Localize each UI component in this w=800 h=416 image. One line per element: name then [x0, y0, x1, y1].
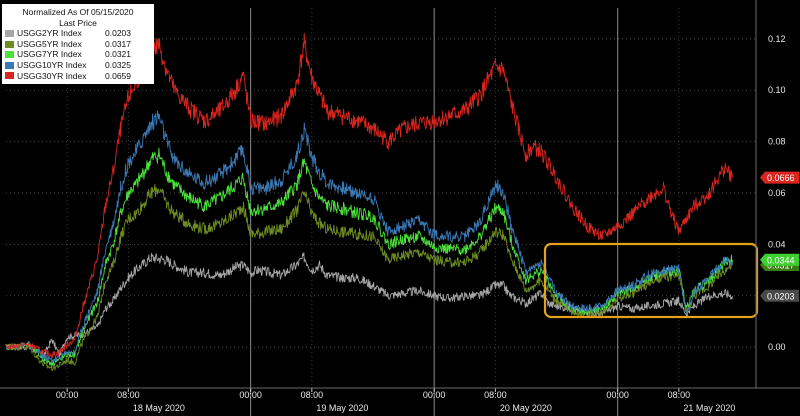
legend-series-name: USGG7YR Index	[17, 49, 82, 60]
x-tick-label: 08:00	[301, 390, 324, 400]
series-lines	[5, 32, 733, 371]
series-line	[5, 32, 733, 359]
legend-item: USGG5YR Index 0.0317	[5, 39, 151, 50]
legend-item: USGG7YR Index 0.0321	[5, 49, 151, 60]
y-tick-label: 0.04	[768, 239, 786, 249]
y-tick-label: 0.08	[768, 137, 786, 147]
legend-swatch	[5, 40, 14, 48]
last-price-tag: 0.0203	[760, 289, 799, 302]
last-price-tag: 0.0344	[760, 253, 799, 266]
x-tick-label: 08:00	[668, 390, 691, 400]
legend-series-name: USGG30YR Index	[17, 70, 87, 81]
highlight-box	[543, 242, 759, 319]
legend-swatch	[5, 29, 14, 37]
legend-series-value: 0.0321	[105, 49, 131, 60]
last-price-tag-box	[760, 171, 799, 184]
x-date-label: 20 May 2020	[500, 403, 552, 413]
legend-series-value: 0.0203	[105, 28, 131, 39]
legend-subtitle: Last Price	[59, 17, 97, 28]
legend-swatch	[5, 72, 14, 80]
x-tick-label: 00:00	[423, 390, 446, 400]
series-line	[5, 110, 733, 363]
last-price-tag-label: 0.0203	[767, 291, 795, 301]
legend-series-name: USGG2YR Index	[17, 28, 82, 39]
legend-swatch	[5, 61, 14, 69]
legend: Normalized As Of 05/15/2020 Last Price U…	[2, 4, 154, 84]
series-line	[5, 252, 733, 358]
series-line	[5, 183, 733, 371]
legend-swatch	[5, 51, 14, 59]
y-tick-label: 0.06	[768, 188, 786, 198]
last-price-tag-label: 0.0344	[767, 255, 795, 265]
legend-item: USGG2YR Index 0.0203	[5, 28, 151, 39]
legend-item: USGG10YR Index 0.0325	[5, 60, 151, 71]
legend-title: Normalized As Of 05/15/2020	[22, 7, 134, 17]
day-separators	[250, 8, 619, 416]
legend-series-value: 0.0317	[105, 38, 131, 49]
legend-series-name: USGG10YR Index	[17, 59, 87, 70]
x-axis: 00:00 08:00 00:00 08:00 00:00 08:00 00:00 08:00…	[0, 387, 800, 413]
last-price-tag: 0.0666	[760, 171, 799, 184]
x-date-label: 18 May 2020	[133, 403, 185, 413]
series-line	[5, 147, 733, 366]
y-axis: 0.120.100.080.060.040.020.00	[755, 0, 786, 388]
legend-item: USGG30YR Index 0.0659	[5, 71, 151, 82]
legend-series-name: USGG5YR Index	[17, 38, 82, 49]
last-price-tag-label: 0.0666	[767, 173, 795, 183]
legend-series-value: 0.0659	[105, 70, 131, 81]
x-tick-label: 00:00	[239, 390, 262, 400]
x-date-label: 21 May 2020	[683, 403, 735, 413]
x-tick-label: 00:00	[606, 390, 629, 400]
x-tick-label: 08:00	[117, 390, 140, 400]
y-tick-label: 0.10	[768, 85, 786, 95]
last-price-tag-box	[760, 289, 799, 302]
x-date-label: 19 May 2020	[316, 403, 368, 413]
legend-series-value: 0.0325	[105, 59, 131, 70]
last-price-tag-box	[760, 253, 799, 266]
x-tick-label: 08:00	[484, 390, 507, 400]
y-tick-label: 0.12	[768, 34, 786, 44]
y-tick-label: 0.00	[768, 342, 786, 352]
x-tick-label: 00:00	[56, 390, 79, 400]
